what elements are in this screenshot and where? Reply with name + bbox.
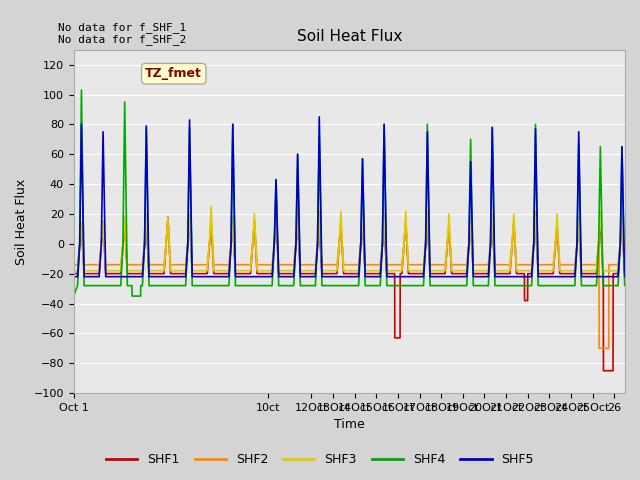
SHF2: [70, 262, 77, 268]
X-axis label: Time: Time: [334, 419, 365, 432]
SHF1: [304, 271, 312, 276]
Line: SHF1: SHF1: [74, 217, 636, 371]
SHF3: [304, 268, 312, 274]
Y-axis label: Soil Heat Flux: Soil Heat Flux: [15, 178, 28, 264]
Line: SHF5: SHF5: [74, 117, 636, 276]
SHF5: [120, 274, 127, 279]
SHF4: [304, 283, 312, 288]
Line: SHF4: SHF4: [74, 90, 636, 296]
SHF5: [304, 274, 312, 279]
SHF5: [435, 274, 443, 279]
SHF3: [70, 268, 77, 274]
SHF1: [120, 236, 127, 241]
SHF3: [477, 268, 485, 274]
SHF1: [352, 271, 360, 276]
SHF4: [77, 87, 85, 93]
SHF1: [632, 271, 639, 276]
SHF4: [352, 283, 360, 288]
SHF3: [120, 233, 127, 239]
SHF3: [632, 268, 639, 274]
SHF5: [316, 114, 323, 120]
SHF2: [632, 262, 639, 268]
SHF1: [435, 271, 443, 276]
SHF4: [477, 283, 485, 288]
Text: No data for f_SHF_1
No data for f_SHF_2: No data for f_SHF_1 No data for f_SHF_2: [58, 22, 186, 45]
SHF3: [352, 268, 360, 274]
SHF2: [435, 262, 443, 268]
Title: Soil Heat Flux: Soil Heat Flux: [296, 29, 402, 44]
SHF4: [632, 283, 639, 288]
SHF5: [632, 274, 639, 279]
Line: SHF3: SHF3: [74, 206, 636, 271]
SHF5: [352, 274, 360, 279]
Text: TZ_fmet: TZ_fmet: [145, 67, 202, 80]
SHF1: [70, 271, 77, 276]
SHF1: [164, 214, 172, 220]
SHF1: [477, 271, 485, 276]
SHF2: [304, 262, 312, 268]
Line: SHF2: SHF2: [74, 221, 636, 348]
SHF4: [435, 283, 443, 288]
SHF2: [352, 262, 360, 268]
SHF3: [160, 268, 168, 274]
SHF2: [164, 218, 172, 224]
SHF5: [477, 274, 485, 279]
SHF3: [435, 268, 443, 274]
SHF2: [595, 346, 603, 351]
Legend: SHF1, SHF2, SHF3, SHF4, SHF5: SHF1, SHF2, SHF3, SHF4, SHF5: [101, 448, 539, 471]
SHF3: [207, 204, 215, 209]
SHF5: [160, 274, 168, 279]
SHF1: [600, 368, 607, 373]
SHF2: [120, 237, 127, 242]
SHF2: [160, 262, 168, 268]
SHF1: [160, 271, 168, 276]
SHF4: [70, 293, 77, 299]
SHF4: [120, 193, 127, 199]
SHF4: [160, 283, 168, 288]
SHF5: [70, 274, 77, 279]
SHF2: [477, 262, 485, 268]
